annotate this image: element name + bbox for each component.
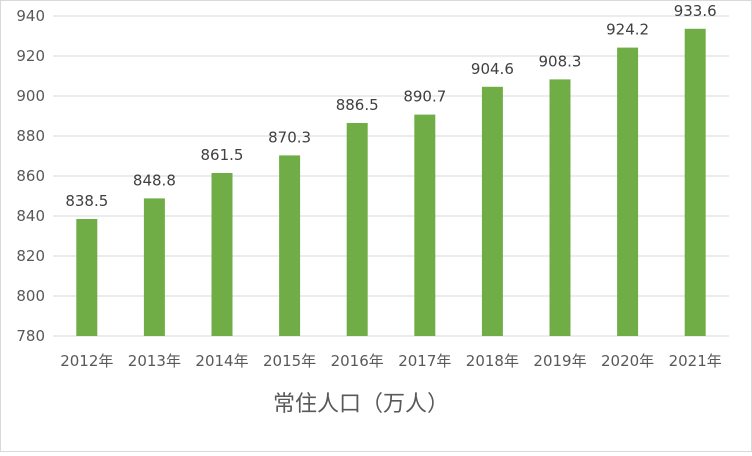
bar: [617, 47, 639, 336]
bar: [76, 219, 98, 336]
gridlines: [53, 15, 729, 337]
data-label: 848.8: [133, 171, 176, 189]
data-label: 886.5: [336, 96, 379, 114]
x-tick-label: 2019年: [533, 352, 586, 370]
x-axis-label: 常住人口（万人）: [273, 392, 449, 417]
bar: [211, 173, 233, 336]
bar: [481, 86, 503, 336]
x-tick-label: 2012年: [60, 352, 113, 370]
y-tick-label: 860: [16, 167, 45, 185]
y-tick-label: 840: [16, 207, 45, 225]
y-tick-label: 780: [16, 327, 45, 345]
y-tick-label: 940: [16, 7, 45, 25]
y-tick-label: 800: [16, 287, 45, 305]
bar: [549, 79, 571, 337]
x-tick-label: 2015年: [263, 352, 316, 370]
y-axis-ticks: 780 800 820 840 860 880 900 920 940: [16, 7, 45, 345]
bar: [684, 28, 706, 337]
data-label: 861.5: [201, 146, 244, 164]
x-axis-ticks: 2012年 2013年 2014年 2015年 2016年 2017年 2018年 2019年…: [60, 352, 722, 370]
data-label: 890.7: [403, 88, 446, 106]
bar: [414, 114, 436, 336]
data-label: 904.6: [471, 60, 514, 78]
data-label: 838.5: [65, 192, 108, 210]
y-tick-label: 880: [16, 127, 45, 145]
data-labels: 838.5 848.8 861.5 870.3 886.5 890.7 904.6 908.3…: [65, 2, 716, 210]
x-tick-label: 2016年: [331, 352, 384, 370]
x-tick-label: 2017年: [398, 352, 451, 370]
data-label: 908.3: [539, 52, 582, 70]
x-tick-label: 2014年: [195, 352, 248, 370]
data-label: 924.2: [606, 21, 649, 39]
x-tick-label: 2013年: [128, 352, 181, 370]
x-tick-label: 2018年: [466, 352, 519, 370]
y-tick-label: 900: [16, 87, 45, 105]
bar: [279, 155, 301, 336]
bars: [76, 28, 706, 337]
bar: [346, 123, 368, 336]
y-tick-label: 920: [16, 47, 45, 65]
data-label: 933.6: [674, 2, 717, 20]
data-label: 870.3: [268, 128, 311, 146]
x-tick-label: 2021年: [669, 352, 722, 370]
bar: [143, 198, 165, 336]
y-tick-label: 820: [16, 247, 45, 265]
x-tick-label: 2020年: [601, 352, 654, 370]
